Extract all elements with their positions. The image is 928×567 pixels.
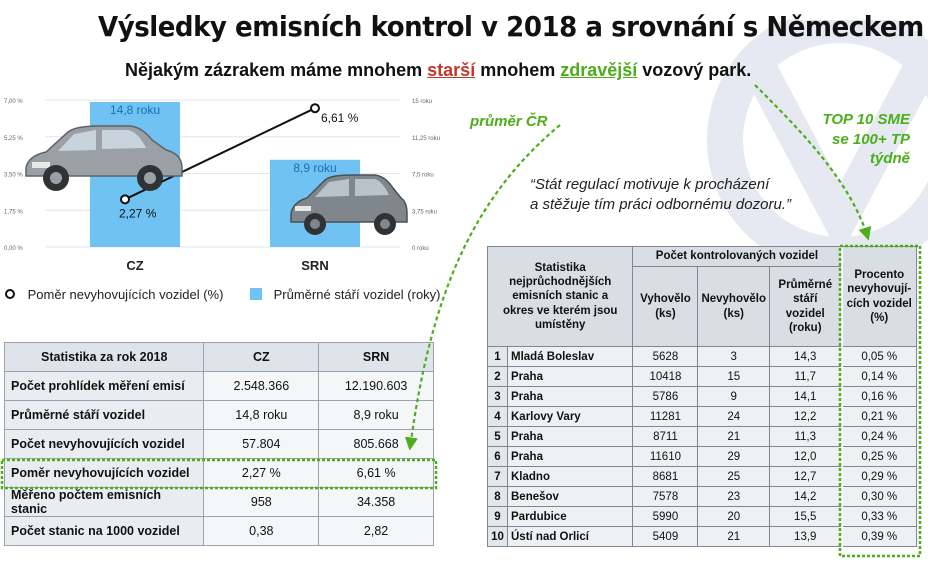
left-tick-label: 3,50 %: [4, 173, 23, 179]
table-row: Počet stanic na 1000 vozidel 0,38 2,82: [3, 516, 434, 546]
table-header: Průměrné stáří vozidel (roku): [769, 266, 842, 347]
category-label: CZ: [126, 258, 143, 273]
quote: “Stát regulací motivuje k procházení a st…: [530, 176, 791, 214]
highlight-healthier: zdravější: [560, 60, 638, 80]
table-row: Počet nevyhovujících vozidel 57.804 805.66…: [3, 429, 434, 459]
line-point: [120, 194, 130, 205]
table-header: CZ: [203, 342, 320, 372]
car-srn-image: [290, 174, 408, 235]
right-tick-label: 0 roku: [412, 246, 429, 252]
table-row: 4 Karlovy Vary 11281 24 12,2 0,21 %: [487, 406, 917, 427]
table-row: 9 Pardubice 5990 20 15,5 0,33 %: [487, 506, 917, 527]
highlight-older: starší: [427, 60, 476, 80]
table-row: Počet prohlídek měření emisí 2.548.366 12.…: [3, 371, 434, 401]
stats-table-2018: Statistika za rok 2018 CZ SRN Počet proh…: [3, 342, 434, 546]
left-tick-label: 1,75 %: [4, 209, 23, 215]
top10-stations-table: Statistika nejprůchodnějších emisních st…: [486, 246, 917, 547]
page-subtitle: Nějakým zázrakem máme mnohem starší mnoh…: [125, 60, 752, 80]
table-row: 2 Praha 10418 15 11,7 0,14 %: [487, 366, 917, 387]
bar-label: 14,8 roku: [110, 103, 160, 117]
table-header: SRN: [318, 342, 434, 372]
table-row: 8 Benešov 7578 23 14,2 0,30 %: [487, 486, 917, 507]
legend-line: Poměr nevyhovujících vozidel (%): [4, 287, 223, 302]
table-header: Procento nevyhovují-cích vozidel (%): [840, 246, 917, 347]
legend-circle-icon: [5, 289, 15, 299]
table-row: 5 Praha 8711 21 11,3 0,24 %: [487, 426, 917, 447]
right-tick-label: 3,75 roku: [412, 209, 437, 215]
table-row: 6 Praha 11610 29 12,0 0,25 %: [487, 446, 917, 467]
annotation-cz-average: průměr ČR: [470, 113, 548, 130]
legend-square-icon: [250, 288, 262, 300]
annotation-top10: TOP 10 SME se 100+ TP týdně: [822, 111, 910, 167]
right-tick-label: 11,25 roku: [412, 136, 440, 142]
table-row: 3 Praha 5786 9 14,1 0,16 %: [487, 386, 917, 407]
table-header: Nevyhovělo (ks): [697, 266, 770, 347]
table-row: Průměrné stáří vozidel 14,8 roku 8,9 roku: [3, 400, 434, 430]
table-header: Počet kontrolovaných vozidel: [632, 246, 842, 267]
page-title: Výsledky emisních kontrol v 2018 a srovn…: [98, 10, 924, 43]
line-point: [310, 103, 320, 114]
table-row: 1 Mladá Boleslav 5628 3 14,3 0,05 %: [487, 346, 917, 367]
left-tick-label: 5,25 %: [4, 136, 23, 142]
line-value-label: 2,27 %: [119, 206, 157, 220]
legend-bar: Průměrné stáří vozidel (roky): [250, 287, 441, 302]
table-header: Vyhovělo (ks): [632, 266, 699, 347]
table-row: Měřeno počtem emisních stanic 958 34.358: [3, 487, 434, 517]
table-row: 7 Kladno 8681 25 12,7 0,29 %: [487, 466, 917, 487]
table-header: Statistika nejprůchodnějších emisních st…: [486, 246, 634, 347]
category-label: SRN: [301, 258, 328, 273]
car-cz-image: [25, 125, 183, 191]
table-row-highlighted: Poměr nevyhovujících vozidel 2,27 % 6,61 %: [3, 458, 434, 488]
table-row: 10 Ústí nad Orlicí 5409 21 13,9 0,39 %: [487, 526, 917, 547]
line-value-label: 6,61 %: [321, 111, 359, 125]
left-tick-label: 7,00 %: [4, 99, 23, 105]
right-tick-label: 15 roku: [412, 99, 432, 105]
left-tick-label: 0,00 %: [4, 246, 23, 252]
right-tick-label: 7,5 roku: [412, 173, 434, 179]
table-header: Statistika za rok 2018: [3, 342, 205, 372]
bar-label: 8,9 roku: [293, 161, 336, 175]
